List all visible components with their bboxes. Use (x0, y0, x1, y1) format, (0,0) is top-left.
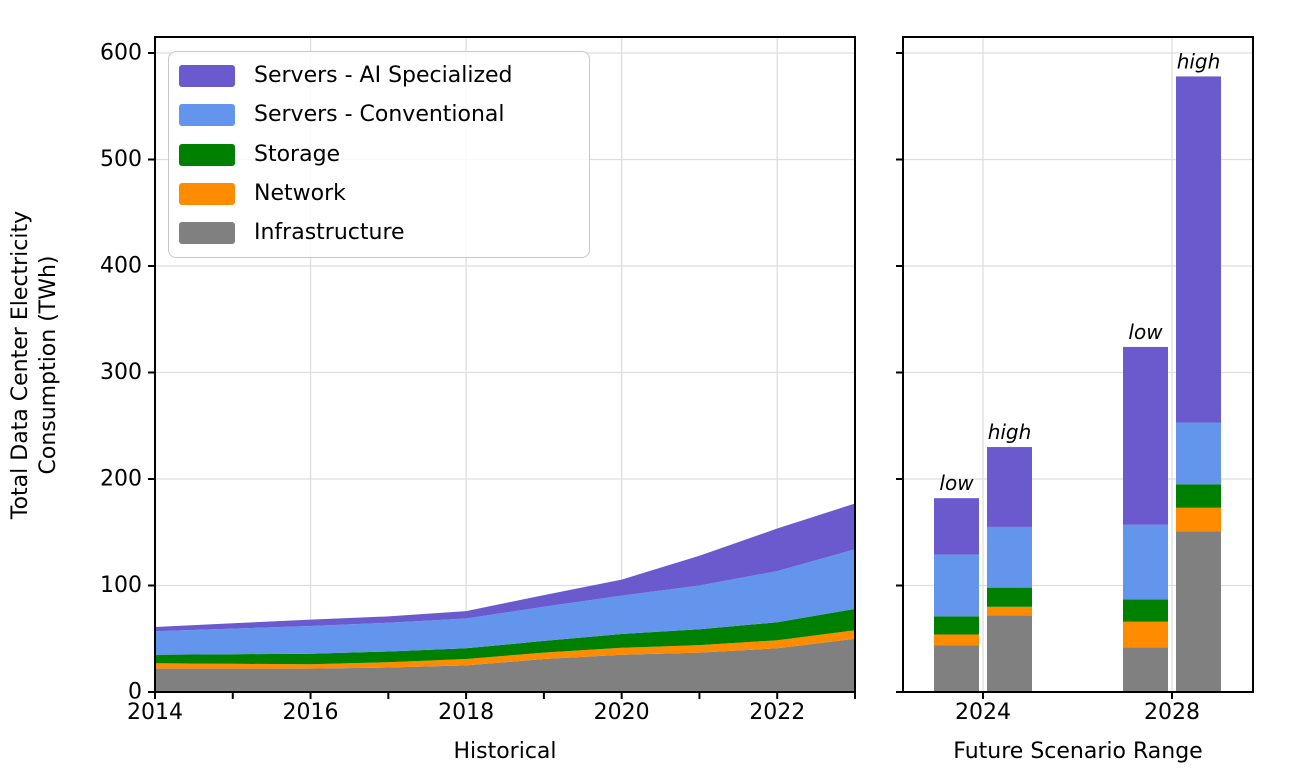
legend-swatch-storage (179, 143, 235, 166)
bar-annotation-2028-high: high (1177, 49, 1221, 73)
y-tick-label-500: 500 (100, 147, 142, 172)
bar-2028-high-network (1176, 507, 1221, 532)
bar-2024-low-servers-ai-specialized (934, 498, 979, 555)
bar-2024-low-storage (934, 616, 979, 635)
bar-2024-high-infrastructure (987, 615, 1032, 692)
legend-swatch-network (179, 182, 235, 205)
y-tick-label-600: 600 (100, 41, 142, 66)
legend-label: Servers - AI Specialized (254, 63, 513, 88)
bar-2024-high-network (987, 606, 1032, 616)
x-tick-label-2028: 2028 (1144, 700, 1200, 725)
plot-border-future (902, 36, 1254, 693)
bar-2024-low-network (934, 634, 979, 646)
x-tick-label-2024: 2024 (955, 700, 1011, 725)
bar-2028-high-infrastructure (1176, 531, 1221, 692)
x-tick-label-2016: 2016 (283, 700, 339, 725)
y-tick-label-200: 200 (100, 467, 142, 492)
x-tick-label-2022: 2022 (749, 700, 805, 725)
future-panel: low high low high 2024 2028 Future Scenario Ra… (896, 36, 1254, 764)
legend-swatch-infrastructure (179, 222, 235, 244)
area-storage (155, 608, 855, 665)
legend-label: Infrastructure (254, 220, 405, 245)
area-servers-conventional (155, 549, 855, 655)
bar-2024-high-servers-conventional (987, 526, 1032, 588)
y-axis-label-line1: Total Data Center Electricity (8, 211, 33, 520)
area-network (155, 630, 855, 669)
area-infrastructure (155, 638, 855, 692)
bar-2024-high-servers-ai-specialized (987, 447, 1032, 527)
legend-swatch-servers-ai-specialized (179, 65, 235, 87)
bar-2024-high-storage (987, 587, 1032, 607)
legend-item-storage: Storage (179, 143, 579, 167)
area-servers-ai-specialized (155, 503, 855, 632)
bar-2028-high-servers-ai-specialized (1176, 76, 1221, 423)
y-tick-label-400: 400 (100, 254, 142, 279)
plot-border-historical (154, 36, 856, 693)
x-tick-label-2014: 2014 (127, 700, 183, 725)
bar-annotation-2024-high: high (988, 420, 1032, 444)
bar-annotation-2024-low: low (939, 471, 974, 495)
legend-item-network: Network (179, 182, 579, 206)
bar-2028-low-servers-conventional (1123, 524, 1168, 600)
legend-item-servers-conventional: Servers - Conventional (179, 103, 579, 127)
x-axis-label-historical: Historical (453, 739, 556, 764)
bar-2028-low-infrastructure (1123, 647, 1168, 692)
legend-label: Servers - Conventional (254, 102, 505, 128)
legend-item-infrastructure: Infrastructure (179, 221, 579, 245)
x-tick-label-2020: 2020 (594, 700, 650, 725)
bar-2024-low-servers-conventional (934, 554, 979, 617)
legend-item-servers-ai-specialized: Servers - AI Specialized (179, 64, 579, 88)
x-axis-label-future: Future Scenario Range (953, 739, 1202, 764)
bar-2024-low-infrastructure (934, 645, 979, 692)
legend-label: Storage (254, 141, 341, 167)
bar-2028-low-storage (1123, 599, 1168, 622)
y-tick-label-100: 100 (100, 573, 142, 598)
y-tick-label-300: 300 (100, 360, 142, 385)
y-tick-label-0: 0 (128, 680, 142, 705)
bar-2028-low-servers-ai-specialized (1123, 346, 1168, 525)
legend: Servers - AI Specialized Servers - Conven… (168, 51, 590, 258)
bar-2028-high-servers-conventional (1176, 422, 1221, 485)
y-axis-label-line2: Consumption (TWh) (36, 255, 61, 474)
bar-annotation-2028-low: low (1128, 320, 1163, 344)
bar-2028-high-storage (1176, 484, 1221, 508)
x-tick-label-2018: 2018 (438, 700, 494, 725)
legend-swatch-servers-conventional (179, 104, 235, 127)
legend-label: Network (254, 180, 346, 206)
bar-2028-low-network (1123, 621, 1168, 648)
